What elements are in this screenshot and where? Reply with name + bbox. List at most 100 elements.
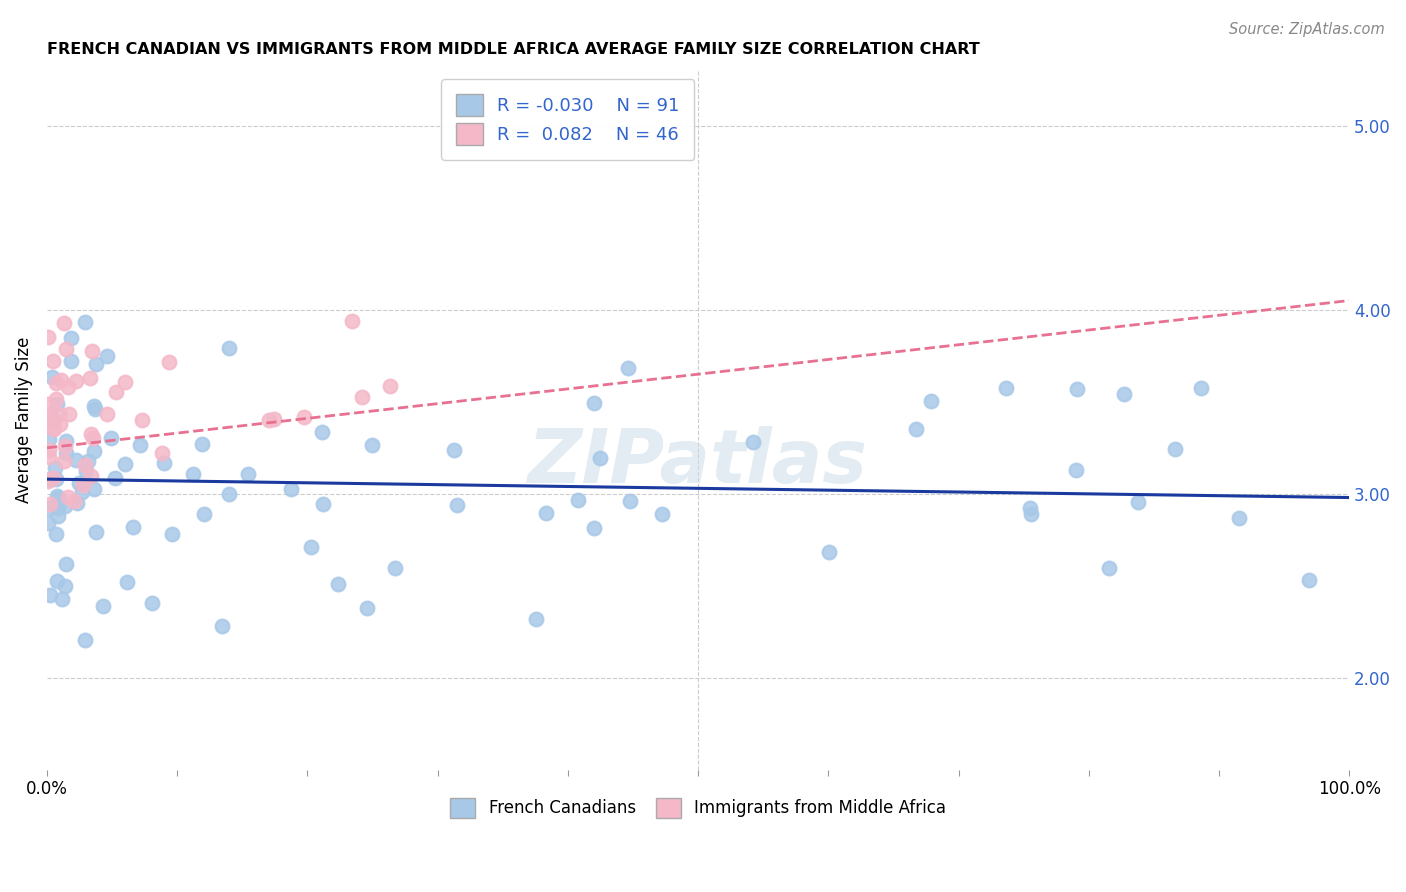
Point [53, 439, 76, 453]
Point [443, 442, 465, 457]
Point [131, 413, 153, 427]
Text: Source: ZipAtlas.com: Source: ZipAtlas.com [1229, 22, 1385, 37]
Point [1227, 510, 1250, 524]
Point [66, 495, 89, 509]
Point [46, 489, 69, 503]
Point [619, 493, 641, 508]
Point [72, 477, 94, 491]
Point [75, 315, 97, 329]
Point [380, 379, 402, 393]
Point [534, 506, 557, 520]
Point [38, 407, 60, 421]
Point [80, 469, 103, 483]
Point [79, 371, 101, 385]
Point [1112, 386, 1135, 401]
Point [37, 330, 59, 344]
Point [1126, 494, 1149, 508]
Point [37, 396, 59, 410]
Point [299, 541, 322, 555]
Point [48, 491, 70, 505]
Point [45, 472, 67, 486]
Point [191, 437, 214, 451]
Point [100, 431, 122, 445]
Point [311, 425, 333, 439]
Point [44, 461, 66, 475]
Point [114, 375, 136, 389]
Point [42, 413, 65, 427]
Point [37, 410, 59, 425]
Point [446, 498, 468, 512]
Point [93, 599, 115, 613]
Point [617, 361, 640, 376]
Point [46, 574, 69, 588]
Point [73, 632, 96, 647]
Point [150, 446, 173, 460]
Point [83, 482, 105, 496]
Point [96, 407, 118, 421]
Point [56, 380, 79, 394]
Point [38, 442, 60, 457]
Point [58, 407, 80, 421]
Point [1189, 381, 1212, 395]
Point [96, 350, 118, 364]
Point [83, 444, 105, 458]
Point [920, 393, 942, 408]
Point [1064, 463, 1087, 477]
Point [37, 474, 59, 488]
Point [157, 354, 180, 368]
Point [53, 579, 76, 593]
Point [38, 450, 60, 464]
Point [38, 433, 60, 447]
Y-axis label: Average Family Size: Average Family Size [15, 337, 32, 503]
Point [53, 316, 76, 330]
Point [356, 601, 378, 615]
Point [818, 545, 841, 559]
Point [181, 467, 204, 481]
Legend: French Canadians, Immigrants from Middle Africa: French Canadians, Immigrants from Middle… [443, 791, 953, 824]
Point [56, 490, 79, 504]
Point [60, 354, 83, 368]
Point [84, 524, 107, 539]
Point [38, 501, 60, 516]
Text: FRENCH CANADIAN VS IMMIGRANTS FROM MIDDLE AFRICA AVERAGE FAMILY SIZE CORRELATION: FRENCH CANADIAN VS IMMIGRANTS FROM MIDDL… [46, 42, 980, 57]
Point [1066, 382, 1088, 396]
Point [257, 413, 280, 427]
Point [83, 400, 105, 414]
Point [582, 396, 605, 410]
Point [582, 521, 605, 535]
Point [39, 588, 62, 602]
Point [326, 576, 349, 591]
Point [79, 426, 101, 441]
Point [52, 454, 75, 468]
Point [238, 467, 260, 482]
Point [115, 574, 138, 589]
Point [352, 390, 374, 404]
Point [211, 619, 233, 633]
Point [360, 438, 382, 452]
Point [193, 507, 215, 521]
Point [153, 456, 176, 470]
Point [1298, 573, 1320, 587]
Point [59, 330, 82, 344]
Point [45, 392, 67, 406]
Point [51, 591, 73, 606]
Point [340, 313, 363, 327]
Point [905, 422, 928, 436]
Point [38, 497, 60, 511]
Point [218, 486, 240, 500]
Point [42, 470, 65, 484]
Point [55, 342, 77, 356]
Point [741, 435, 763, 450]
Point [48, 500, 70, 515]
Point [589, 450, 612, 465]
Point [141, 596, 163, 610]
Point [104, 384, 127, 399]
Point [651, 507, 673, 521]
Point [45, 397, 67, 411]
Point [524, 612, 547, 626]
Point [1019, 507, 1042, 521]
Point [995, 380, 1018, 394]
Point [77, 454, 100, 468]
Point [218, 341, 240, 355]
Text: ZIPatlas: ZIPatlas [529, 425, 868, 499]
